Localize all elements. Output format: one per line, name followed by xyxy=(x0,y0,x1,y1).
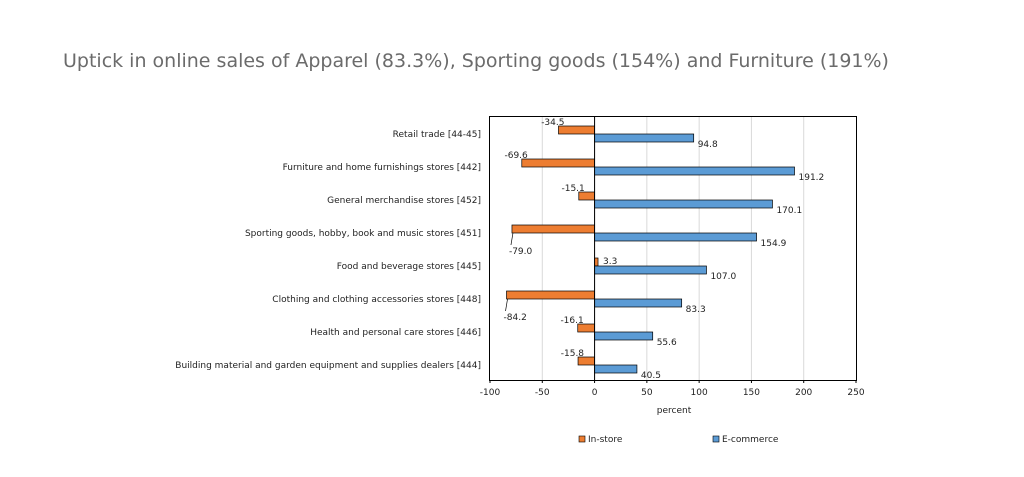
category-label: General merchandise stores [452] xyxy=(327,196,481,206)
data-label-ecommerce: 154.9 xyxy=(761,239,787,249)
plot-area-frame xyxy=(489,116,857,381)
bar-instore xyxy=(511,224,595,234)
data-label-instore: -69.6 xyxy=(504,151,528,161)
x-tick-label: 50 xyxy=(641,388,653,398)
data-label-ecommerce: 107.0 xyxy=(710,272,736,282)
data-label-instore: -15.8 xyxy=(561,349,585,359)
data-label-instore: -79.0 xyxy=(509,247,533,257)
data-label-ecommerce: 83.3 xyxy=(686,305,706,315)
category-label: Food and beverage stores [445] xyxy=(337,262,481,272)
bar-instore xyxy=(506,290,595,300)
leader-line xyxy=(510,232,514,246)
bar-ecommerce xyxy=(594,298,683,308)
category-label: Health and personal care stores [446] xyxy=(310,328,481,338)
category-label: Retail trade [44-45] xyxy=(393,130,481,140)
legend-swatch-ecommerce xyxy=(712,435,720,443)
category-label: Furniture and home furnishings stores [4… xyxy=(283,163,481,173)
data-label-instore: 3.3 xyxy=(603,257,617,267)
data-label-ecommerce: 94.8 xyxy=(698,140,718,150)
x-tick-label: 150 xyxy=(743,388,760,398)
bar-ecommerce xyxy=(594,133,695,143)
bar-ecommerce xyxy=(594,166,795,176)
bar-ecommerce xyxy=(594,232,757,242)
data-label-instore: -15.1 xyxy=(561,184,584,194)
legend: In-store E-commerce xyxy=(578,435,779,445)
leader-line xyxy=(505,298,508,312)
data-label-ecommerce: 55.6 xyxy=(657,338,677,348)
bar-ecommerce xyxy=(594,364,638,374)
bar-instore xyxy=(594,257,599,267)
data-label-ecommerce: 191.2 xyxy=(799,173,825,183)
chart-title: Uptick in online sales of Apparel (83.3%… xyxy=(63,50,889,72)
x-tick-label: 100 xyxy=(691,388,708,398)
data-label-instore: -16.1 xyxy=(560,316,583,326)
data-label-instore: -34.5 xyxy=(541,118,564,128)
data-label-instore: -84.2 xyxy=(504,313,527,323)
category-label: Clothing and clothing accessories stores… xyxy=(272,295,481,305)
x-axis-label: percent xyxy=(657,406,692,416)
category-label: Building material and garden equipment a… xyxy=(175,361,481,371)
x-tick-label: -100 xyxy=(480,388,501,398)
bar-ecommerce xyxy=(594,331,654,341)
legend-swatch-instore xyxy=(578,435,586,443)
legend-label-ecommerce: E-commerce xyxy=(722,435,779,445)
bar-instore xyxy=(521,158,595,168)
bar-ecommerce xyxy=(594,265,707,275)
x-tick-label: 200 xyxy=(795,388,812,398)
data-label-ecommerce: 40.5 xyxy=(641,371,661,381)
data-label-ecommerce: 170.1 xyxy=(776,206,802,216)
category-label: Sporting goods, hobby, book and music st… xyxy=(245,229,481,239)
bar-ecommerce xyxy=(594,199,773,209)
x-tick-label: 0 xyxy=(592,388,598,398)
x-tick-label: 250 xyxy=(847,388,864,398)
legend-label-instore: In-store xyxy=(588,435,623,445)
x-tick-label: -50 xyxy=(535,388,550,398)
